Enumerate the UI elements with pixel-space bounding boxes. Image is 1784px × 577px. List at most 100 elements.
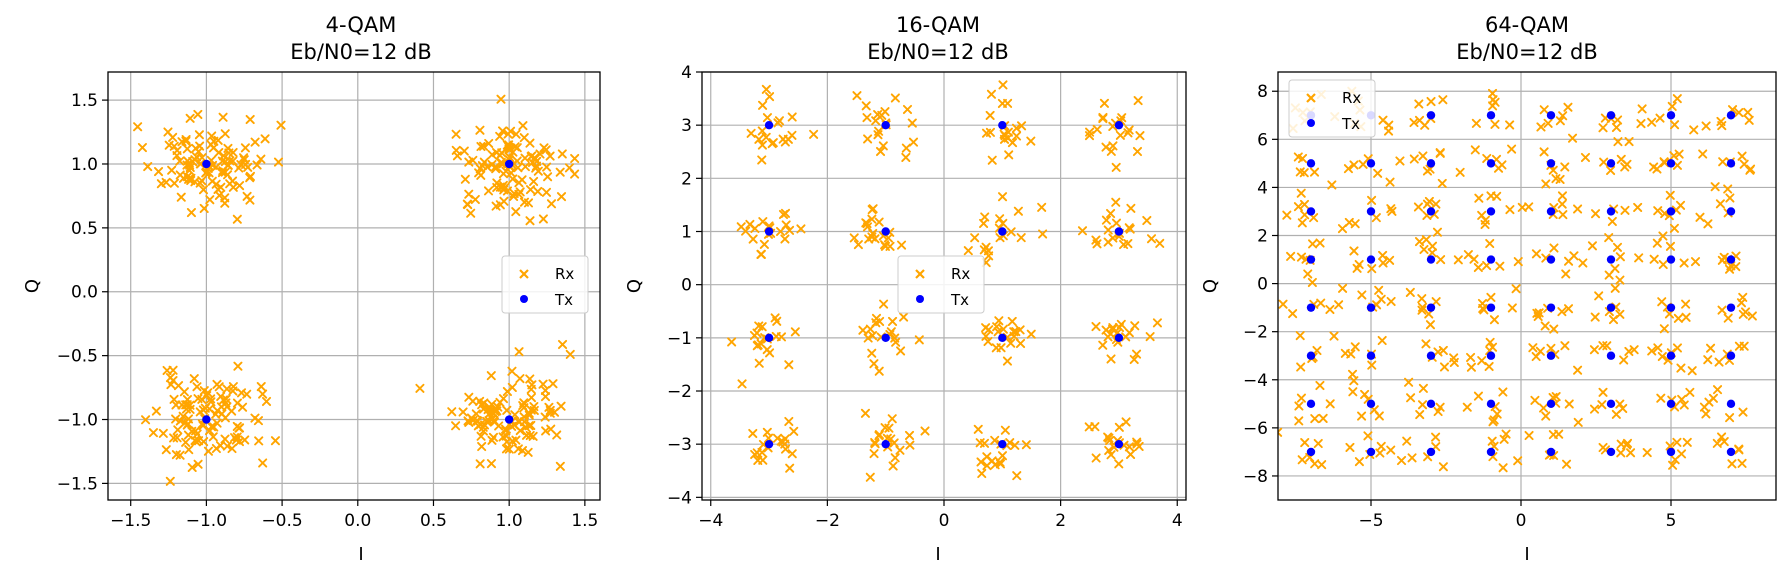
rx-point [1098,340,1108,350]
rx-point [1007,138,1018,148]
rx-point [176,192,186,202]
rx-point [1505,120,1515,130]
rx-point [1106,450,1116,460]
rx-point [862,113,872,123]
rx-point [897,240,907,250]
rx-point [1114,459,1124,469]
rx-point [908,137,919,147]
rx-point [234,163,244,173]
rx-point [1681,312,1691,322]
rx-point [1104,433,1114,443]
rx-point [541,187,552,197]
rx-point [1479,305,1489,315]
rx-point [770,313,780,323]
legend-marker-rx [915,269,925,279]
rx-point [768,138,778,148]
rx-point [1501,429,1511,439]
rx-point [1126,449,1136,459]
rx-point [1695,212,1705,222]
rx-point [1308,239,1318,249]
rx-point [540,412,550,422]
tx-point [1426,351,1436,360]
rx-point [507,366,517,376]
rx-point [1300,438,1310,448]
panel-64qam: 64-QAM Eb/N0=12 dB I Q −5 0 5 −8 −6 −4 −2 0 2 4 6 8… [1200,13,1777,565]
rx-point [914,335,924,345]
rx-point [1466,352,1476,363]
rx-point [1350,219,1360,229]
rx-point [1409,117,1419,128]
rx-point [165,372,176,383]
rx-point [1338,283,1348,293]
rx-point [905,440,915,450]
x-axis-label: I [935,544,940,565]
rx-point [904,430,915,440]
tx-point [504,159,514,169]
rx-point [471,409,481,419]
rx-point [476,170,486,180]
rx-point [745,219,755,229]
tx-point [1486,159,1496,168]
rx-point [1511,284,1521,294]
rx-point [1348,387,1358,397]
rx-point [998,80,1008,90]
rx-point [1507,144,1517,154]
rx-point [1438,462,1448,472]
rx-point [981,331,991,341]
x-axis-label: I [358,544,363,565]
rx-point [1725,413,1735,423]
rx-point [523,447,533,457]
rx-point [1421,339,1431,349]
rx-point [492,148,502,158]
rx-point [182,400,192,410]
rx-point [211,162,221,172]
rx-point [250,137,260,147]
rx-point [1687,366,1697,376]
rx-point [1134,441,1144,451]
rx-point [1297,153,1308,164]
rx-point [1563,102,1573,112]
rx-point [502,386,512,397]
tx-point [1546,303,1556,312]
plot-area-16qam: −4 −2 0 2 4 −4 −3 −2 −1 0 1 2 3 4 [667,63,1187,531]
rx-point [1658,259,1668,270]
rx-point [756,249,766,259]
rx-point [1567,133,1578,143]
rx-point [1006,338,1016,348]
rx-point [245,195,255,205]
rx-point [1561,459,1572,469]
rx-point [1505,205,1515,215]
rx-point [874,217,884,227]
rx-point [191,437,201,447]
rx-point [1513,257,1523,267]
rx-point [880,240,890,250]
tx-point [1546,207,1556,216]
rx-point [752,328,762,338]
y-tick-label: −4 [667,488,692,508]
rx-point [544,402,554,412]
rx-point [165,476,175,486]
rx-point [995,457,1005,467]
rx-point [758,100,768,110]
rx-point [1101,215,1111,225]
rx-point [192,152,202,162]
rx-point [1327,180,1337,190]
rx-point [1738,309,1748,319]
rx-point [748,428,758,439]
rx-point [1105,436,1115,446]
rx-point [526,393,536,403]
rx-point [133,122,143,132]
rx-point [498,169,509,179]
rx-point [1315,380,1325,391]
rx-point [504,142,514,152]
tx-point [1426,255,1436,264]
rx-point [1091,453,1101,463]
rx-point [849,233,859,243]
tx-point [1546,447,1556,457]
tx-point [764,333,774,343]
rx-point [1626,448,1636,458]
rx-point [868,228,878,239]
rx-point [260,134,270,144]
tx-point [1306,159,1316,168]
rx-point [451,129,461,139]
